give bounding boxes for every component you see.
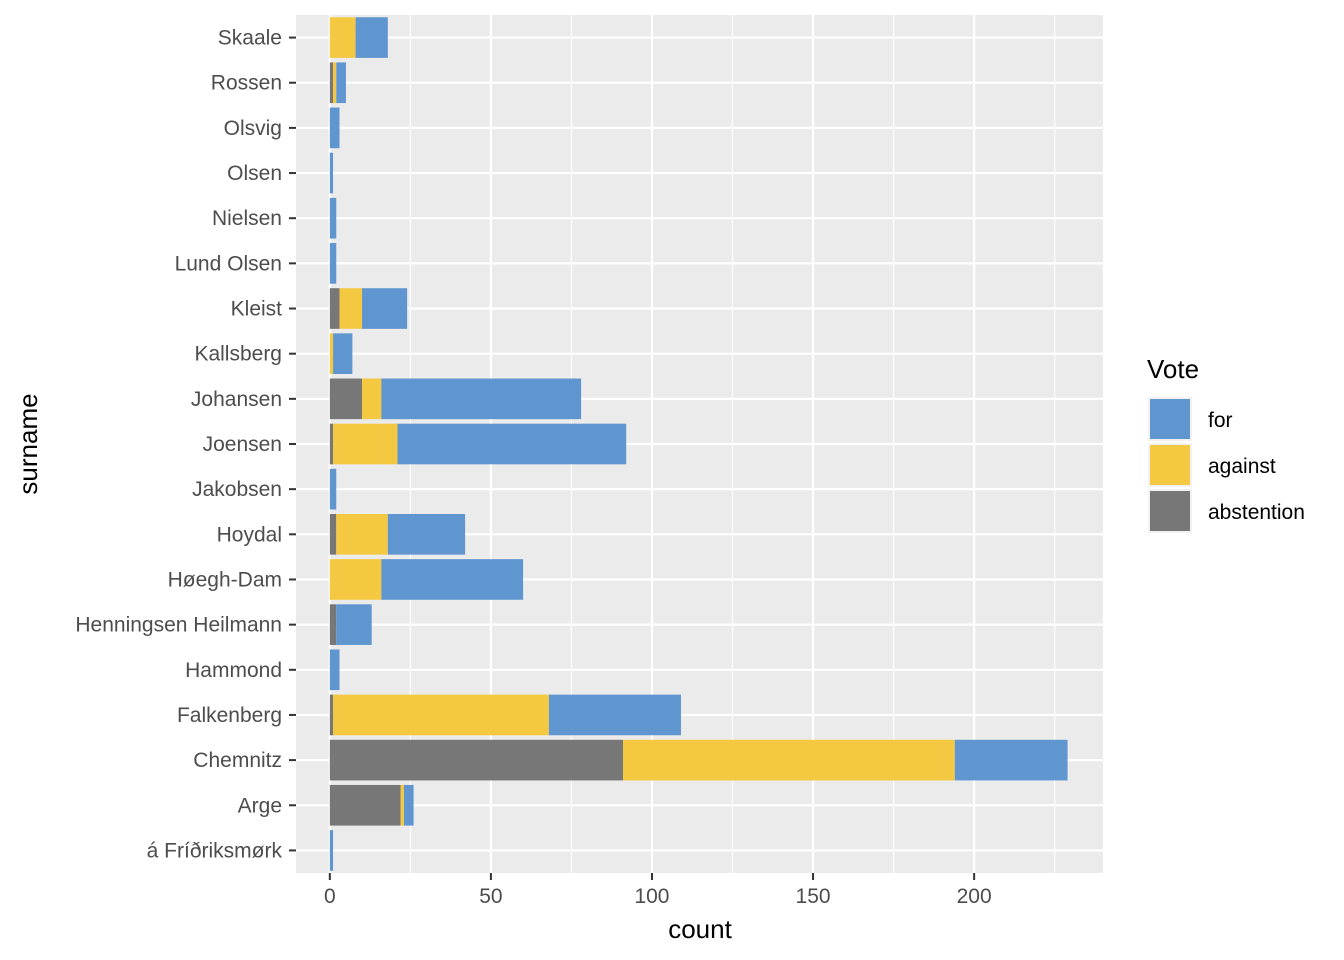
- x-tick-label: 0: [324, 885, 336, 908]
- y-axis-title: surname: [13, 393, 43, 494]
- y-tick-label: Olsen: [227, 162, 282, 185]
- y-tick-label: Nielsen: [212, 207, 282, 230]
- x-tick-label: 150: [796, 885, 831, 908]
- legend-label-for: for: [1208, 409, 1233, 432]
- bar-abstention: [329, 739, 623, 781]
- grid: [296, 15, 1103, 873]
- bar-for: [336, 62, 346, 104]
- legend-swatch-abstention: [1150, 491, 1190, 531]
- legend-swatch-against: [1150, 445, 1190, 485]
- bar-against: [329, 559, 382, 600]
- legend-label-against: against: [1208, 455, 1276, 478]
- y-tick-label: Høegh-Dam: [168, 568, 282, 591]
- bar-against: [336, 513, 388, 555]
- bar-against: [622, 739, 955, 781]
- y-tick-label: Jakobsen: [192, 478, 282, 501]
- bar-for: [329, 830, 334, 871]
- bar-for: [329, 649, 340, 691]
- y-tick-label: Johansen: [191, 388, 282, 411]
- bar-abstention: [329, 378, 363, 420]
- bar-for: [355, 17, 388, 58]
- bar-for: [329, 243, 337, 284]
- bar-against: [329, 333, 334, 375]
- x-tick-label: 50: [479, 885, 502, 908]
- y-tick-label: Falkenberg: [177, 704, 282, 727]
- bar-against: [362, 378, 382, 420]
- bar-against: [333, 62, 337, 104]
- y-tick-label: Kallsberg: [194, 343, 282, 366]
- bar-against: [339, 288, 363, 329]
- bar-for: [329, 468, 337, 510]
- bar-for: [387, 513, 466, 555]
- y-tick-label: Rossen: [211, 72, 282, 95]
- bar-against: [333, 694, 549, 736]
- bar-for: [362, 288, 408, 329]
- bar-abstention: [329, 513, 337, 555]
- bar-for: [329, 197, 337, 239]
- y-tick-label: Lund Olsen: [175, 252, 282, 275]
- bar-abstention: [329, 694, 334, 736]
- x-tick-label: 100: [634, 885, 669, 908]
- bar-for: [548, 694, 681, 736]
- y-tick-label: Hammond: [185, 659, 282, 682]
- y-tick-label: Chemnitz: [193, 749, 282, 772]
- y-tick-label: Arge: [238, 794, 282, 817]
- bar-for: [403, 784, 414, 826]
- y-axis: á Fríðriksmørk Arge Chemnitz Falkenberg Hamm…: [75, 27, 296, 862]
- bar-against: [400, 784, 404, 826]
- y-tick-label: Joensen: [203, 433, 282, 456]
- bar-abstention: [329, 423, 334, 465]
- bar-abstention: [329, 62, 334, 104]
- bar-for: [336, 604, 372, 645]
- bar-abstention: [329, 288, 340, 329]
- bars: [329, 17, 1068, 871]
- y-tick-label: Olsvig: [224, 117, 282, 140]
- legend-title: Vote: [1147, 354, 1199, 384]
- x-axis-title: count: [668, 914, 732, 944]
- y-tick-label: á Fríðriksmørk: [147, 839, 283, 862]
- bar-abstention: [329, 604, 337, 645]
- bar-for: [397, 423, 627, 465]
- legend-swatch-for: [1150, 399, 1190, 439]
- bar-for: [954, 739, 1068, 781]
- bar-against: [333, 423, 398, 465]
- y-tick-label: Kleist: [231, 298, 283, 321]
- legend-label-abstention: abstention: [1208, 501, 1305, 524]
- bar-for: [329, 152, 334, 194]
- x-tick-label: 200: [957, 885, 992, 908]
- legend: Vote for against abstention: [1147, 354, 1305, 533]
- bar-abstention: [329, 784, 401, 826]
- y-tick-label: Skaale: [218, 27, 282, 50]
- bar-against: [329, 17, 356, 58]
- x-axis: 0 50 100 150 200: [324, 873, 992, 908]
- bar-for: [333, 333, 353, 375]
- bar-for: [381, 559, 524, 600]
- y-tick-label: Hoydal: [217, 523, 282, 546]
- bar-for: [329, 107, 340, 149]
- y-tick-label: Henningsen Heilmann: [75, 614, 282, 637]
- bar-for: [381, 378, 582, 420]
